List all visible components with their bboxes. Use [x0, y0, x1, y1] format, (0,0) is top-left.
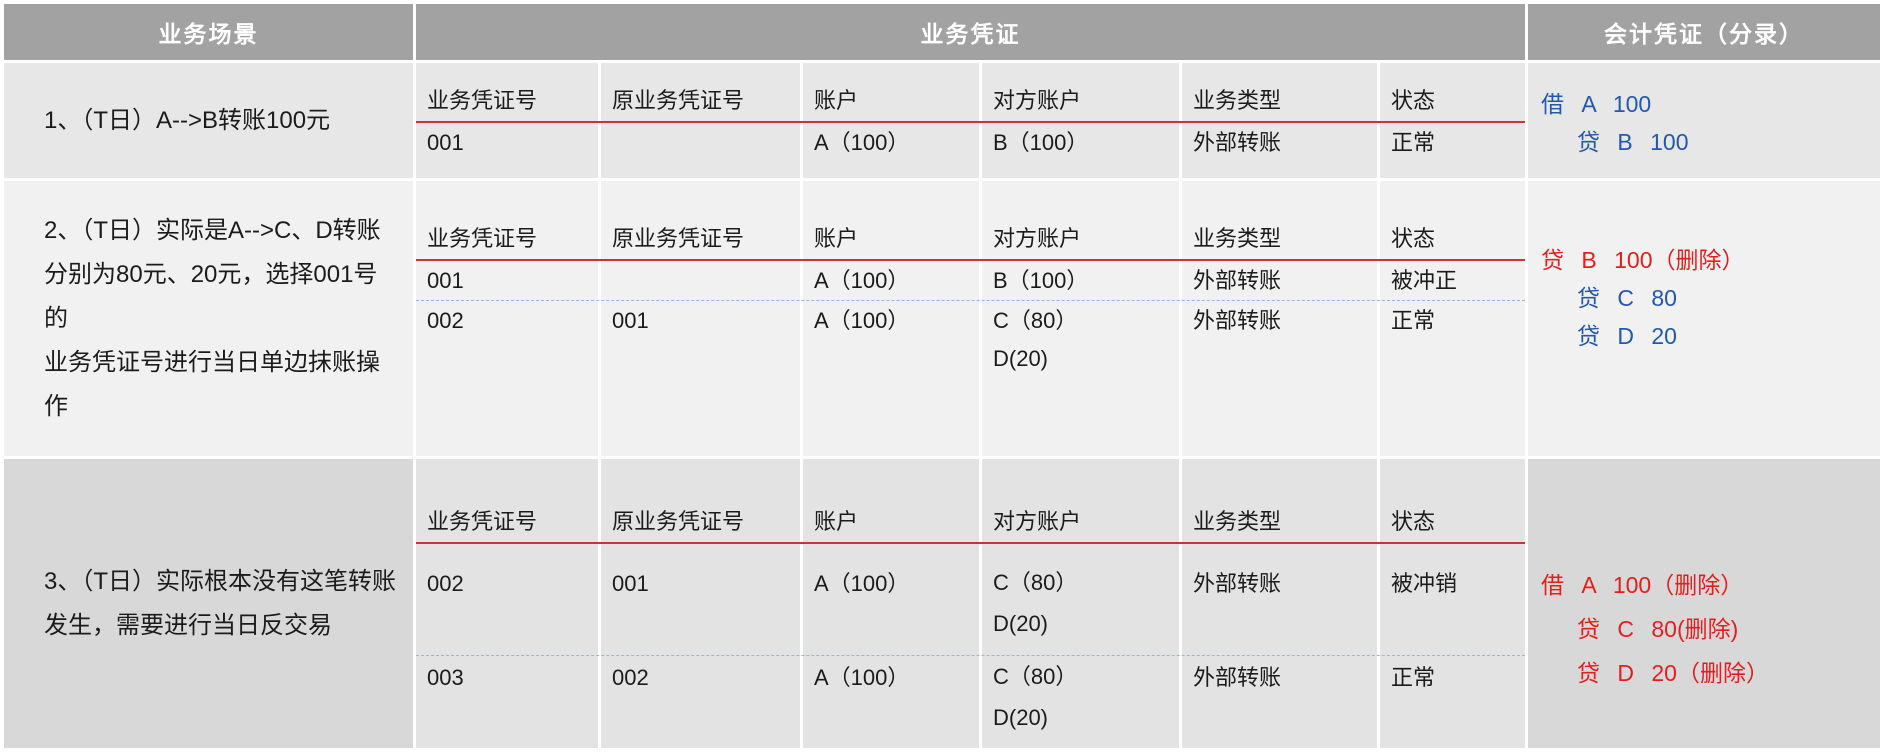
- entry-line: 贷 C 80: [1577, 285, 1677, 311]
- voucher-col-orig: 原业务凭证号 001 002: [601, 459, 800, 748]
- voucher-account: A（100）: [814, 130, 910, 155]
- header-scenario: 业务场景: [4, 4, 413, 60]
- voucher-counterparty: B（100）: [993, 130, 1089, 155]
- voucher-num: 002: [427, 308, 464, 333]
- voucher-col-header: 状态: [1391, 226, 1436, 251]
- scenario-row-1: 1、（T日）A-->B转账100元 业务凭证号 001 原业务凭证号 账户 A（…: [4, 63, 1880, 178]
- scenario-cell: 2、（T日）实际是A-->C、D转账 分别为80元、20元，选择001号的 业务…: [4, 181, 413, 456]
- header-underline: [416, 259, 1525, 261]
- voucher-col-header: 业务凭证号: [427, 509, 538, 534]
- accounting-entries-cell: 借 A 100（删除） 贷 C 80(删除) 贷 D 20（删除）: [1528, 459, 1880, 748]
- voucher-col-num: 业务凭证号 002 003: [416, 459, 598, 748]
- voucher-col-header: 对方账户: [993, 509, 1082, 534]
- voucher-col-status: 状态 被冲正 正常: [1380, 181, 1525, 456]
- scenario-cell: 3、（T日）实际根本没有这笔转账 发生，需要进行当日反交易: [4, 459, 413, 748]
- voucher-type: 外部转账: [1193, 571, 1282, 596]
- entry-line: 贷 B 100: [1577, 129, 1689, 155]
- voucher-col-header: 原业务凭证号: [612, 226, 745, 251]
- voucher-account: A（100）: [814, 571, 910, 596]
- voucher-col-type: 业务类型 外部转账 外部转账: [1182, 459, 1377, 748]
- voucher-col-header: 账户: [814, 509, 859, 534]
- entry-line: 贷 D 20: [1577, 323, 1677, 349]
- voucher-counterparty-2: D(20): [993, 705, 1049, 730]
- voucher-num: 001: [427, 130, 464, 155]
- voucher-col-counterparty: 对方账户 B（100） C（80） D(20): [982, 181, 1179, 456]
- scenario-cell: 1、（T日）A-->B转账100元: [4, 63, 413, 178]
- header-accounting: 会计凭证（分录）: [1528, 4, 1880, 60]
- voucher-col-account: 账户 A（100） A（100）: [803, 181, 979, 456]
- voucher-status: 被冲销: [1391, 571, 1458, 596]
- entry-line: 贷 D 20（删除）: [1577, 660, 1769, 686]
- voucher-col-status: 状态 被冲销 正常: [1380, 459, 1525, 748]
- voucher-account: A（100）: [814, 268, 910, 293]
- voucher-account: A（100）: [814, 308, 910, 333]
- voucher-orig: 002: [612, 665, 649, 690]
- voucher-counterparty: B（100）: [993, 268, 1089, 293]
- voucher-num: 001: [427, 268, 464, 293]
- row-divider-dashed: [416, 655, 1525, 656]
- voucher-num: 003: [427, 665, 464, 690]
- voucher-col-account: 账户 A（100）: [803, 63, 979, 178]
- voucher-account: A（100）: [814, 665, 910, 690]
- header-underline: [416, 121, 1525, 123]
- voucher-type: 外部转账: [1193, 268, 1282, 293]
- voucher-col-header: 账户: [814, 88, 859, 113]
- voucher-col-header: 原业务凭证号: [612, 509, 745, 534]
- voucher-col-header: 原业务凭证号: [612, 88, 745, 113]
- voucher-counterparty-2: D(20): [993, 346, 1049, 371]
- voucher-col-header: 业务类型: [1193, 226, 1282, 251]
- voucher-col-orig: 原业务凭证号: [601, 63, 800, 178]
- voucher-type: 外部转账: [1193, 308, 1282, 333]
- accounting-entries-cell: 贷 B 100（删除） 贷 C 80 贷 D 20: [1528, 181, 1880, 456]
- voucher-counterparty-2: D(20): [993, 611, 1049, 636]
- scenario-text: 3、（T日）实际根本没有这笔转账 发生，需要进行当日反交易: [44, 567, 397, 639]
- voucher-col-header: 对方账户: [993, 226, 1082, 251]
- voucher-col-type: 业务类型 外部转账 外部转账: [1182, 181, 1377, 456]
- voucher-col-status: 状态 正常: [1380, 63, 1525, 178]
- voucher-col-header: 状态: [1391, 88, 1436, 113]
- voucher-type: 外部转账: [1193, 665, 1282, 690]
- scenario-row-3: 3、（T日）实际根本没有这笔转账 发生，需要进行当日反交易 业务凭证号 002 …: [4, 459, 1880, 748]
- voucher-counterparty: C（80）: [993, 308, 1078, 333]
- scenario-text: 1、（T日）A-->B转账100元: [44, 106, 331, 134]
- accounting-entries-cell: 借 A 100 贷 B 100: [1528, 63, 1880, 178]
- entry-line: 借 A 100: [1541, 91, 1652, 117]
- voucher-type: 外部转账: [1193, 130, 1282, 155]
- voucher-status: 正常: [1391, 308, 1436, 333]
- row-divider-dashed: [416, 300, 1525, 301]
- entry-line: 借 A 100（删除）: [1541, 572, 1744, 598]
- voucher-orig: 001: [612, 308, 649, 333]
- voucher-status: 正常: [1391, 665, 1436, 690]
- voucher-col-header: 业务凭证号: [427, 88, 538, 113]
- voucher-counterparty: C（80）: [993, 664, 1078, 689]
- voucher-col-header: 状态: [1391, 509, 1436, 534]
- voucher-col-header: 业务类型: [1193, 509, 1282, 534]
- voucher-col-num: 业务凭证号 001: [416, 63, 598, 178]
- entry-line: 贷 C 80(删除): [1577, 616, 1739, 642]
- header-voucher: 业务凭证: [416, 4, 1525, 60]
- entry-line: 贷 B 100（删除）: [1541, 247, 1745, 273]
- voucher-col-header: 对方账户: [993, 88, 1082, 113]
- voucher-col-account: 账户 A（100） A（100）: [803, 459, 979, 748]
- voucher-col-header: 业务类型: [1193, 88, 1282, 113]
- voucher-col-header: 业务凭证号: [427, 226, 538, 251]
- scenario-row-2: 2、（T日）实际是A-->C、D转账 分别为80元、20元，选择001号的 业务…: [4, 181, 1880, 456]
- voucher-orig: 001: [612, 571, 649, 596]
- voucher-col-type: 业务类型 外部转账: [1182, 63, 1377, 178]
- scenario-text: 2、（T日）实际是A-->C、D转账 分别为80元、20元，选择001号的 业务…: [44, 216, 381, 420]
- voucher-status: 被冲正: [1391, 268, 1458, 293]
- table-header-row: 业务场景 业务凭证 会计凭证（分录）: [4, 4, 1880, 60]
- voucher-col-num: 业务凭证号 001 002: [416, 181, 598, 456]
- voucher-col-counterparty: 对方账户 C（80） D(20) C（80） D(20): [982, 459, 1179, 748]
- header-underline: [416, 542, 1525, 544]
- voucher-status: 正常: [1391, 130, 1436, 155]
- voucher-col-counterparty: 对方账户 B（100）: [982, 63, 1179, 178]
- voucher-col-orig: 原业务凭证号 001: [601, 181, 800, 456]
- voucher-counterparty: C（80）: [993, 570, 1078, 595]
- voucher-num: 002: [427, 571, 464, 596]
- voucher-col-header: 账户: [814, 226, 859, 251]
